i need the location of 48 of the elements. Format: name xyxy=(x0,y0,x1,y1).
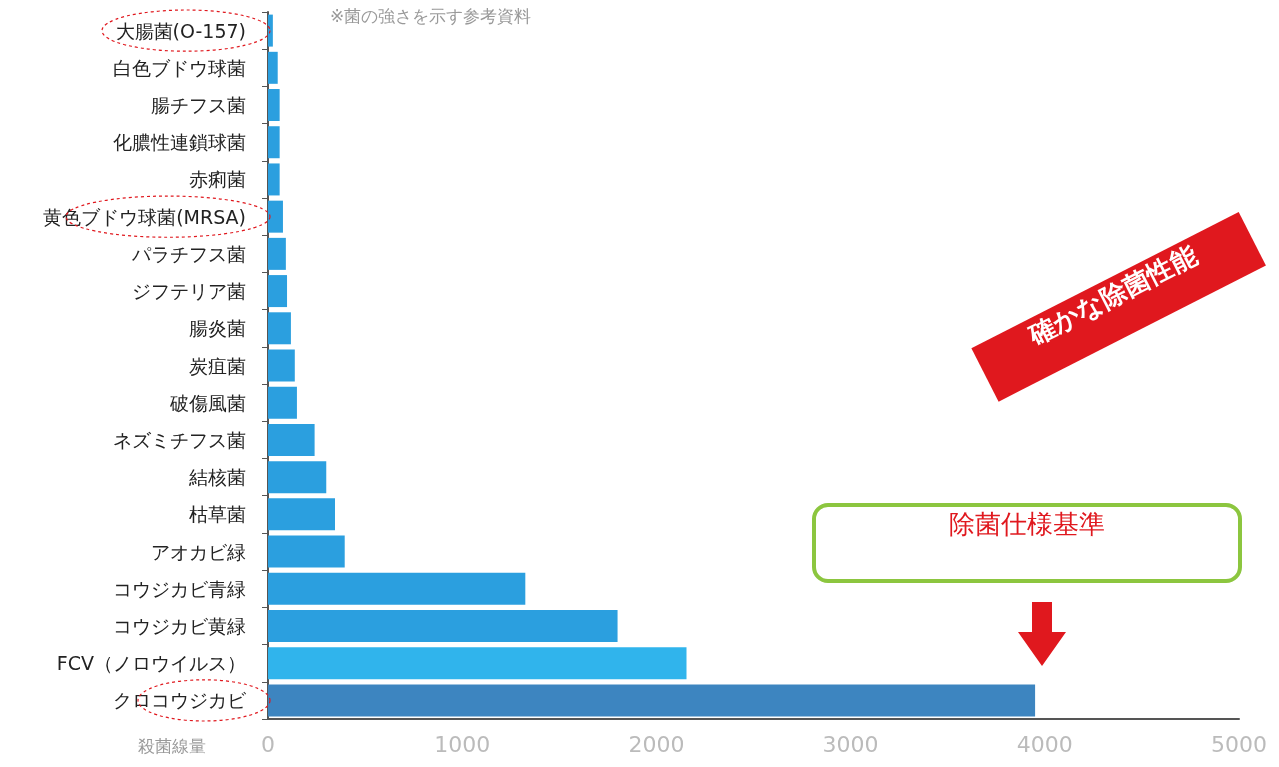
rounded-box: 除菌仕様基準 xyxy=(812,503,1242,583)
y-tick-label: FCV（ノロウイルス） xyxy=(56,652,246,675)
y-tick-label: 白色ブドウ球菌 xyxy=(113,56,246,79)
bar xyxy=(268,200,283,233)
x-tick-label: 1000 xyxy=(434,731,491,757)
bar xyxy=(268,237,286,270)
x-tick-label: 0 xyxy=(261,731,275,757)
y-tick-label: 腸炎菌 xyxy=(189,317,246,340)
x-tick-label: 5000 xyxy=(1211,731,1267,757)
bar xyxy=(268,126,280,159)
x-tick-label: 3000 xyxy=(822,731,879,757)
y-tick-label: パラチフス菌 xyxy=(131,242,246,265)
bar xyxy=(268,647,687,680)
bar xyxy=(268,498,335,531)
bar xyxy=(268,163,280,196)
bar xyxy=(268,535,345,568)
y-tick-label: 黄色ブドウ球菌(MRSA) xyxy=(43,205,246,228)
chart-subtitle: ※菌の強さを示す参考資料 xyxy=(330,5,532,26)
y-tick-label: コウジカビ青緑 xyxy=(113,577,246,600)
bar xyxy=(268,461,327,494)
bar xyxy=(268,51,278,84)
y-tick-label: 破傷風菌 xyxy=(169,391,246,414)
bar xyxy=(268,89,280,122)
bar xyxy=(268,312,291,345)
y-tick-label: アオカビ緑 xyxy=(151,540,246,563)
x-tick-label: 4000 xyxy=(1016,731,1073,757)
bar xyxy=(268,684,1036,717)
bar xyxy=(268,349,295,382)
bar xyxy=(268,423,315,456)
y-tick-label: 化膿性連鎖球菌 xyxy=(113,131,246,154)
y-tick-label: 枯草菌 xyxy=(189,503,246,526)
ribbon-banner: 確かな除菌性能 xyxy=(971,212,1266,402)
bar xyxy=(268,14,273,47)
bar xyxy=(268,275,288,308)
y-tick-label: コウジカビ黄緑 xyxy=(113,614,246,637)
y-tick-label: 大腸菌(O-157) xyxy=(115,19,246,42)
y-tick-label: 赤痢菌 xyxy=(189,168,246,191)
x-axis-title: 殺菌線量 xyxy=(138,735,206,756)
y-tick-label: クロコウジカビ xyxy=(113,689,247,712)
bar xyxy=(268,609,618,642)
y-tick-label: 結核菌 xyxy=(188,466,246,489)
y-tick-label: 炭疽菌 xyxy=(189,354,246,377)
x-tick-label: 2000 xyxy=(628,731,685,757)
y-tick-label: ネズミチフス菌 xyxy=(113,428,246,451)
y-tick-label: ジフテリア菌 xyxy=(132,280,246,303)
y-tick-label: 腸チフス菌 xyxy=(151,94,246,117)
bar xyxy=(268,386,297,419)
bar xyxy=(268,572,526,605)
